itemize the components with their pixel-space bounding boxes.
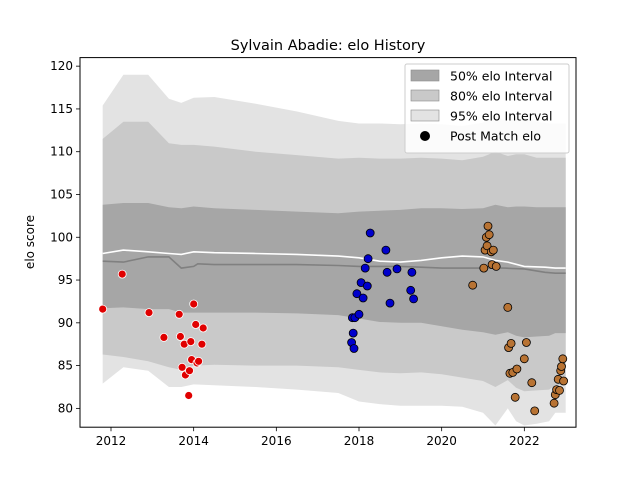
data-point [482,241,492,251]
data-point [406,285,416,295]
x-tick-label: 2022 [509,434,540,448]
chart-title: Sylvain Abadie: elo History [231,38,426,54]
data-point [555,385,564,395]
data-point [382,267,392,277]
legend-swatch [410,89,440,102]
data-point [365,228,375,238]
data-point [189,299,199,309]
legend: 50% elo Interval 80% elo Interval 95% elo … [404,63,570,154]
data-point [530,406,540,416]
data-point [362,281,372,291]
plot-area: 2012 2014 2016 2018 2020 2022 80 85 90 95 100 105 1… [50,57,577,448]
x-tick-label: 2020 [426,434,457,448]
legend-label: 95% elo Interval [450,109,552,124]
data-point [385,298,395,308]
y-tick-label: 100 [50,230,73,244]
data-point [503,302,513,312]
mean-line [102,249,566,269]
data-point [117,269,127,279]
post-match-points [98,221,568,416]
data-point [479,263,489,273]
data-point [98,304,108,314]
legend-label: 50% elo Interval [450,69,552,84]
legend-swatch [410,69,440,82]
y-tick-label: 110 [50,145,73,159]
legend-box [404,63,570,154]
x-tick-label: 2016 [261,434,292,448]
data-point [392,264,402,274]
x-tick-label: 2018 [344,434,375,448]
data-point [407,267,417,277]
legend-label: 80% elo Interval [450,89,552,104]
data-point [519,354,529,364]
data-point [506,338,516,348]
data-point [468,280,478,290]
data-point [198,323,208,333]
data-point [381,245,391,255]
data-point [484,230,494,240]
data-point [144,308,154,318]
data-point [522,338,531,347]
median-line [102,256,566,274]
data-point [558,354,568,364]
x-tick-label: 2014 [178,434,209,448]
data-point [174,309,184,319]
legend-swatch [410,109,440,122]
data-point [510,392,520,402]
y-axis-label: elo score [23,215,37,269]
plot-frame [79,57,577,428]
data-point [177,362,187,372]
y-tick-label: 105 [50,187,73,201]
data-point [363,254,373,264]
data-point [352,289,362,299]
data-point [491,261,501,271]
data-point [175,332,185,341]
data-point [184,391,194,400]
data-point [185,366,194,376]
interval-bands [102,74,566,426]
data-point [549,398,559,408]
data-point [409,294,419,304]
band-50 [102,203,566,338]
data-point [186,337,196,347]
data-point [191,320,201,329]
data-point [354,309,364,319]
y-tick-label: 90 [58,316,73,330]
data-point [527,378,537,388]
data-point [512,364,522,374]
trend-lines [102,249,566,274]
data-point [159,332,169,342]
legend-label: Post Match elo [450,129,541,144]
y-tick-label: 80 [58,401,73,415]
data-point [349,344,359,353]
y-tick-label: 120 [50,59,73,73]
data-point [483,221,493,231]
data-point [348,328,358,338]
data-point [360,263,370,273]
y-axis: 80 85 90 95 100 105 110 115 120 [50,59,80,415]
y-tick-label: 115 [50,102,73,116]
data-point [559,376,568,386]
data-point [557,362,566,371]
data-point [488,245,498,255]
data-point [194,356,204,366]
x-tick-label: 2012 [96,434,127,448]
y-tick-label: 95 [58,273,73,287]
y-tick-label: 85 [58,359,73,373]
legend-marker [420,131,430,141]
data-point [358,293,368,303]
data-point [197,339,207,349]
x-axis: 2012 2014 2016 2018 2020 2022 [96,427,540,448]
